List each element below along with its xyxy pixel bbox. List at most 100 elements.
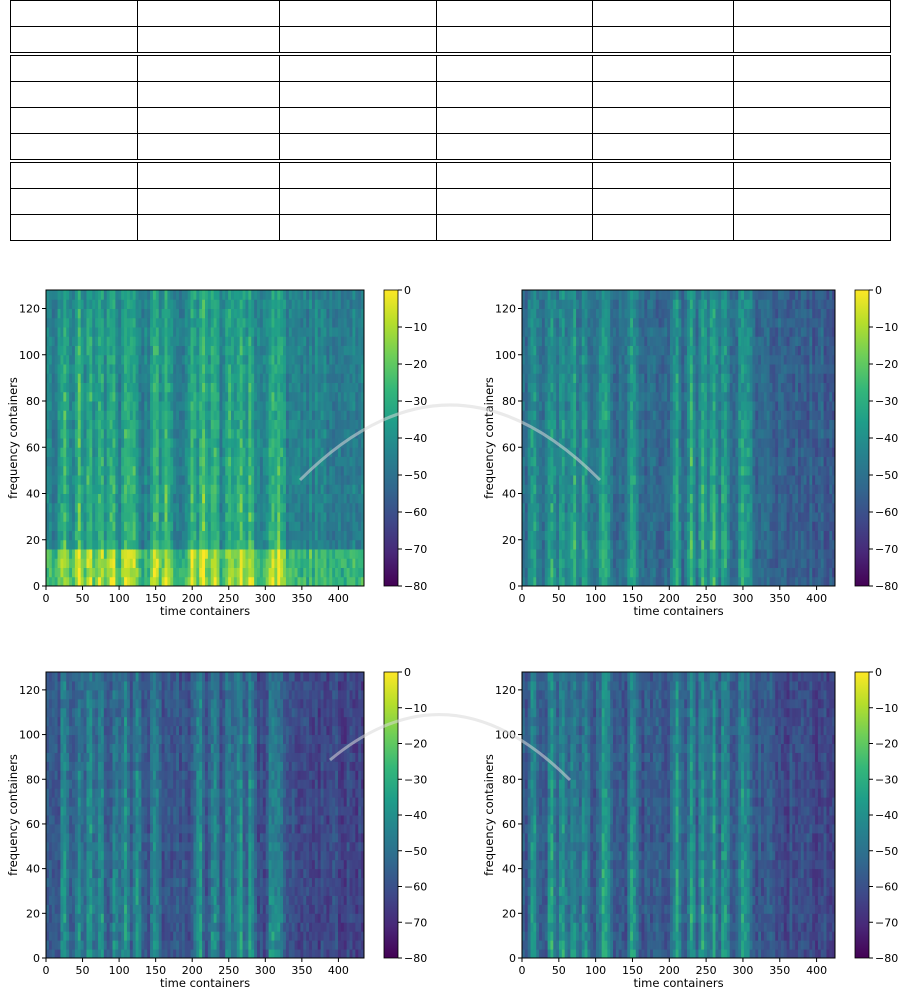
heat-cell xyxy=(604,364,608,374)
heat-cell xyxy=(57,290,61,300)
heat-cell xyxy=(567,549,571,559)
heat-cell xyxy=(228,475,232,485)
heat-cell xyxy=(124,317,128,328)
heat-cell xyxy=(167,345,171,356)
heat-cell xyxy=(346,364,351,374)
heat-cell xyxy=(222,521,226,531)
heat-cell xyxy=(86,290,90,300)
heat-cell xyxy=(141,354,145,365)
heat-cell xyxy=(303,447,307,457)
heat-cell xyxy=(262,465,267,476)
heat-cell xyxy=(285,299,290,309)
heat-cell xyxy=(126,530,131,541)
heat-cell xyxy=(280,512,284,522)
heat-cell xyxy=(259,567,264,578)
heat-cell xyxy=(222,567,226,578)
heat-cell xyxy=(573,290,577,300)
heat-cell xyxy=(627,539,631,550)
heat-cell xyxy=(627,364,631,374)
heat-cell xyxy=(57,558,61,568)
heat-cell xyxy=(118,308,122,319)
heat-cell xyxy=(536,438,540,448)
heat-cell xyxy=(106,576,111,587)
heat-cell xyxy=(184,521,189,531)
heat-cell xyxy=(533,558,537,568)
heat-cell xyxy=(584,317,588,328)
heat-cell xyxy=(66,410,70,420)
heat-cell xyxy=(352,438,356,448)
heat-cell xyxy=(285,456,290,467)
heat-cell xyxy=(167,484,171,494)
heat-cell xyxy=(181,336,186,346)
heat-cell xyxy=(193,327,197,337)
heat-cell xyxy=(598,308,603,319)
heat-cell xyxy=(326,308,330,319)
heat-cell xyxy=(167,447,171,457)
heat-cell xyxy=(268,364,272,374)
heat-cell xyxy=(69,567,73,578)
heat-cell xyxy=(630,493,634,504)
heat-cell xyxy=(112,521,116,531)
heat-cell xyxy=(601,345,606,356)
heat-cell xyxy=(72,317,76,328)
heat-cell xyxy=(361,558,365,568)
heat-cell xyxy=(98,512,102,522)
heat-cell xyxy=(274,558,278,568)
heat-cell xyxy=(550,539,554,550)
heat-cell xyxy=(635,373,640,383)
heat-cell xyxy=(524,345,529,356)
heat-cell xyxy=(632,401,637,411)
table-cell xyxy=(436,0,593,27)
heat-cell xyxy=(239,447,244,457)
heat-cell xyxy=(329,567,333,578)
heat-cell xyxy=(138,530,142,541)
heat-cell xyxy=(167,567,171,578)
heat-cell xyxy=(541,512,546,522)
heat-cell xyxy=(86,521,90,531)
heat-cell xyxy=(632,391,637,402)
heat-cell xyxy=(311,549,316,559)
heat-cell xyxy=(618,539,623,550)
heat-cell xyxy=(283,290,287,300)
heat-cell xyxy=(309,475,313,485)
heat-cell xyxy=(349,558,353,568)
heat-cell xyxy=(176,502,180,513)
heat-cell xyxy=(311,308,316,319)
heat-cell xyxy=(57,327,61,337)
heat-cell xyxy=(106,364,111,374)
heat-cell xyxy=(178,308,183,319)
heat-cell xyxy=(311,382,316,393)
heat-cell xyxy=(135,290,140,300)
heat-cell xyxy=(311,539,316,550)
heat-cell xyxy=(141,290,145,300)
heat-cell xyxy=(570,456,574,467)
heat-cell xyxy=(630,576,634,587)
heat-cell xyxy=(610,354,614,365)
heat-cell xyxy=(615,428,620,439)
heat-cell xyxy=(570,317,574,328)
heat-cell xyxy=(567,373,571,383)
heat-cell xyxy=(152,364,157,374)
heat-cell xyxy=(541,410,546,420)
heat-cell xyxy=(346,539,351,550)
heat-cell xyxy=(106,382,111,393)
heat-cell xyxy=(593,290,597,300)
heat-cell xyxy=(332,484,336,494)
heat-cell xyxy=(309,401,313,411)
heat-cell xyxy=(581,475,586,485)
heat-cell xyxy=(251,410,255,420)
heat-cell xyxy=(311,410,316,420)
heat-cell xyxy=(539,465,543,476)
heat-cell xyxy=(291,410,296,420)
heat-cell xyxy=(199,410,203,420)
heat-cell xyxy=(291,512,296,522)
heat-cell xyxy=(77,465,82,476)
heat-cell xyxy=(135,576,140,587)
heat-cell xyxy=(358,502,362,513)
heat-cell xyxy=(297,299,301,309)
heat-cell xyxy=(184,419,189,430)
heat-cell xyxy=(587,502,591,513)
heat-cell xyxy=(129,512,134,522)
heat-cell xyxy=(587,465,591,476)
heat-cell xyxy=(135,419,140,430)
